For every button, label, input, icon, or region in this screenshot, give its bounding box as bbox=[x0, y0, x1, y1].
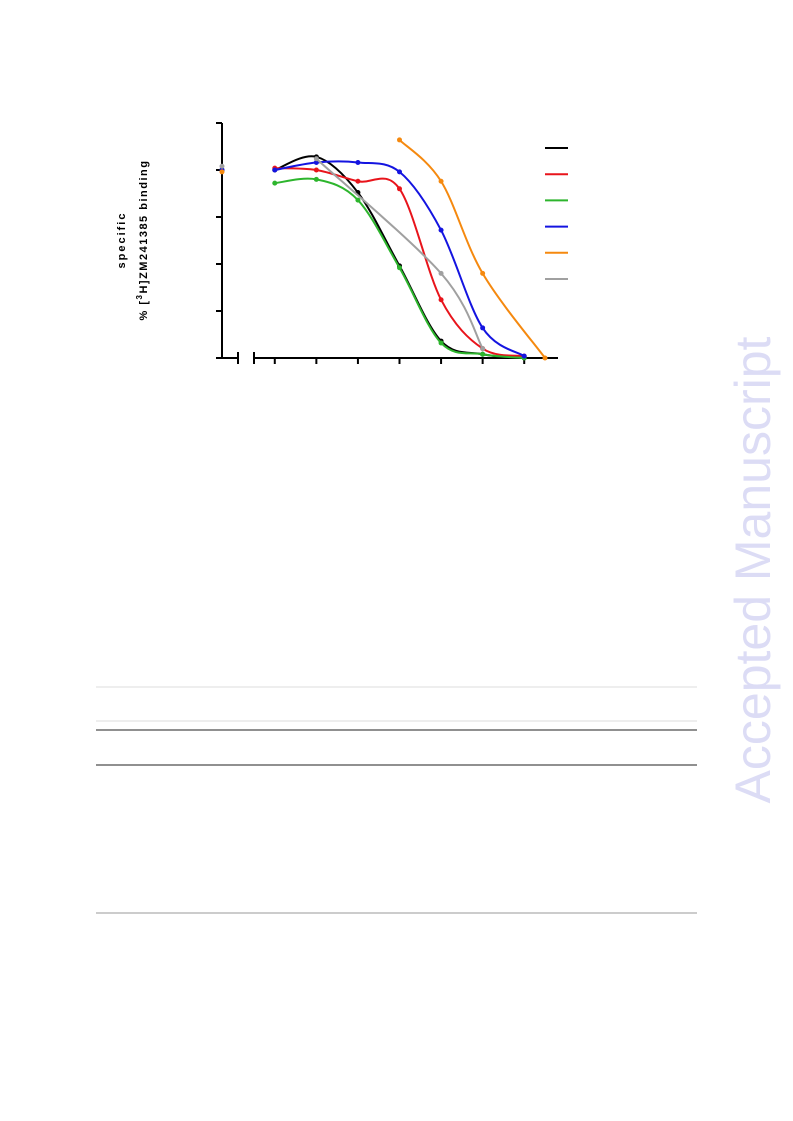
data-point bbox=[480, 346, 486, 352]
data-point bbox=[355, 197, 361, 203]
watermark: Accepted Manuscript bbox=[725, 336, 781, 803]
fit-curve bbox=[315, 157, 484, 350]
data-point bbox=[480, 270, 486, 276]
data-point bbox=[313, 167, 319, 173]
data-point bbox=[313, 159, 319, 165]
label-superscript: 3 bbox=[135, 294, 144, 300]
fit-curve bbox=[398, 139, 546, 359]
data-point bbox=[313, 156, 319, 162]
data-point bbox=[438, 340, 444, 346]
data-point bbox=[438, 227, 444, 233]
data-point bbox=[272, 167, 278, 173]
data-point bbox=[355, 159, 361, 165]
data-point bbox=[397, 186, 402, 192]
data-point bbox=[397, 169, 402, 175]
data-point bbox=[521, 353, 527, 359]
data-point bbox=[272, 180, 278, 186]
data-point bbox=[480, 325, 486, 331]
y-axis-label: % [3H]ZM241385 binding bbox=[135, 160, 150, 321]
data-point bbox=[313, 176, 319, 182]
data-point bbox=[438, 270, 444, 276]
data-point bbox=[438, 178, 444, 184]
data-point bbox=[397, 265, 402, 271]
data-point bbox=[397, 137, 402, 143]
fit-curve bbox=[274, 167, 525, 358]
data-point bbox=[542, 355, 548, 361]
basal-point bbox=[219, 169, 225, 175]
basal-point bbox=[219, 163, 225, 169]
data-point bbox=[480, 351, 486, 357]
label-part: % [ bbox=[138, 299, 150, 320]
data-point bbox=[355, 178, 361, 184]
data-point bbox=[438, 297, 444, 303]
label-part: H]ZM241385 binding bbox=[138, 160, 150, 294]
y-axis-label: specific bbox=[116, 212, 128, 269]
